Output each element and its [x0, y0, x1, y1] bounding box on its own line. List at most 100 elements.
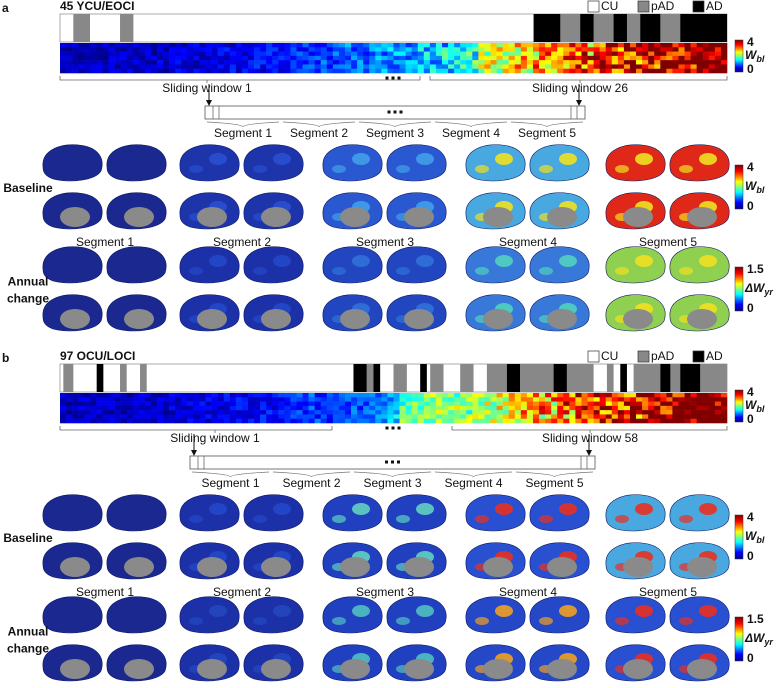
heatmap-cell — [260, 51, 267, 57]
heatmap-cell — [363, 64, 370, 70]
brain-patch — [539, 617, 553, 625]
heatmap-cell — [351, 64, 358, 70]
heatmap-cell — [338, 51, 346, 57]
heatmap-cell — [690, 393, 697, 398]
heatmap-cell — [326, 401, 334, 407]
status-block — [506, 364, 521, 392]
heatmap-cell — [539, 51, 546, 57]
heatmap-cell — [405, 47, 412, 52]
heatmap-cell — [520, 60, 528, 65]
heatmap-cell — [720, 401, 728, 407]
heatmap-cell — [278, 405, 285, 411]
heatmap-cell — [278, 418, 285, 424]
heatmap-cell — [490, 397, 497, 402]
heatmap-cell — [551, 393, 558, 398]
row-label: Annual — [8, 625, 49, 639]
heatmap-cell — [581, 47, 588, 52]
heatmap-cell — [472, 393, 479, 398]
heatmap-cell — [60, 60, 67, 65]
heatmap-cell — [199, 393, 206, 398]
heatmap-cell — [654, 397, 661, 402]
heatmap-cell — [60, 405, 67, 411]
heatmap-cell — [357, 418, 364, 424]
heatmap-cell — [405, 410, 412, 415]
heatmap-cell — [454, 64, 461, 70]
heatmap-cell — [157, 401, 164, 407]
heatmap-cell — [623, 55, 631, 61]
heatmap-cell — [108, 397, 115, 402]
heatmap-cell — [551, 55, 558, 61]
heatmap-cell — [187, 397, 194, 402]
heatmap-cell — [539, 64, 546, 70]
heatmap-cell — [175, 410, 182, 415]
heatmap-cell — [108, 64, 115, 70]
heatmap-cell — [266, 414, 273, 420]
heatmap-cell — [144, 43, 152, 48]
heatmap-cell — [551, 47, 558, 52]
brain-medial-wall — [261, 207, 291, 227]
heatmap-cell — [199, 414, 206, 420]
heatmap-cell — [102, 418, 109, 424]
heatmap-cell — [241, 68, 249, 74]
heatmap-cell — [102, 393, 109, 398]
heatmap-cell — [714, 401, 722, 407]
heatmap-cell — [678, 64, 685, 70]
window-bracket — [59, 76, 421, 83]
heatmap-cell — [138, 397, 146, 402]
heatmap-cell — [563, 397, 570, 402]
brain-surface — [42, 246, 103, 284]
heatmap-cell — [169, 414, 176, 420]
status-block — [120, 364, 127, 392]
heatmap-cell — [551, 51, 558, 57]
brain-medial-wall — [124, 309, 154, 329]
heatmap-cell — [411, 51, 419, 57]
heatmap-cell — [211, 397, 218, 402]
heatmap-cell — [96, 397, 103, 402]
heatmap-cell — [326, 43, 334, 48]
heatmap-cell — [672, 68, 679, 74]
heatmap-cell — [666, 51, 673, 57]
heatmap-cell — [605, 414, 613, 420]
heatmap-cell — [545, 43, 552, 48]
heatmap-cell — [181, 55, 188, 61]
heatmap-cell — [629, 401, 637, 407]
heatmap-cell — [344, 47, 352, 52]
heatmap-cell — [587, 51, 594, 57]
heatmap-cell — [563, 47, 570, 52]
heatmap-cell — [254, 397, 261, 402]
brain-medial-wall — [124, 207, 154, 227]
heatmap-cell — [393, 418, 400, 424]
heatmap-cell — [126, 64, 134, 70]
heatmap-cell — [326, 414, 334, 420]
heatmap-cell — [296, 64, 303, 70]
heatmap-cell — [302, 414, 309, 420]
heatmap-cell — [629, 55, 637, 61]
heatmap-cell — [532, 64, 540, 70]
heatmap-cell — [423, 397, 431, 402]
heatmap-cell — [417, 55, 425, 61]
heatmap-cell — [399, 393, 406, 398]
heatmap-cell — [411, 47, 419, 52]
heatmap-cell — [126, 43, 134, 48]
heatmap-cell — [260, 397, 267, 402]
heatmap-cell — [502, 51, 510, 57]
heatmap-cell — [411, 393, 419, 398]
brain-surface — [605, 144, 666, 182]
brain-medial — [179, 644, 240, 682]
heatmap-cell — [496, 43, 503, 48]
heatmap-cell — [78, 47, 85, 52]
ellipsis-dot — [391, 426, 395, 430]
heatmap-cell — [308, 64, 315, 70]
heatmap-cell — [478, 51, 485, 57]
heatmap-cell — [72, 68, 79, 74]
heatmap-cell — [690, 418, 697, 424]
heatmap-cell — [175, 418, 182, 424]
heatmap-cell — [496, 418, 503, 424]
heatmap-cell — [90, 418, 97, 424]
brain-surface — [106, 144, 167, 182]
heatmap-cell — [636, 47, 643, 52]
heatmap-cell — [157, 64, 164, 70]
heatmap-cell — [278, 414, 285, 420]
brain-patch — [679, 165, 693, 173]
heatmap-cell — [405, 405, 412, 411]
